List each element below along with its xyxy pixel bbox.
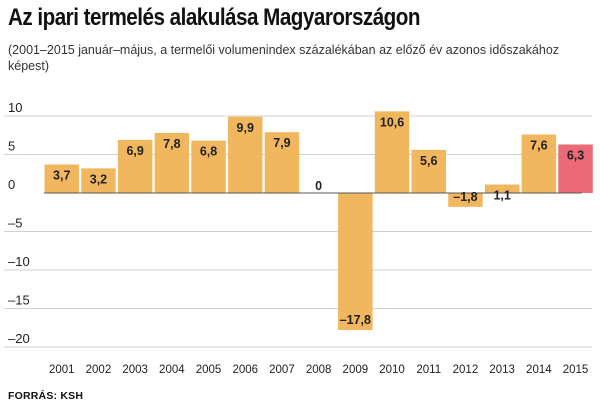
x-tick-label-2014: 2014 xyxy=(526,364,552,376)
x-tick-label-2007: 2007 xyxy=(269,364,295,376)
y-tick-label: 10 xyxy=(8,100,22,115)
x-tick-label-2006: 2006 xyxy=(232,364,258,376)
y-tick-label: –15 xyxy=(8,293,30,308)
bar-2007 xyxy=(264,132,300,193)
data-labels: 3,7 3,2 6,9 7,8 6,8 9,9 7,9 0 –17,8 10,6 5,6 –1,8 1,… xyxy=(53,115,584,327)
bar-2012 xyxy=(448,193,483,207)
data-label-2009: –17,8 xyxy=(340,313,371,327)
data-label-2012: –1,8 xyxy=(453,190,477,204)
x-tick-label-2011: 2011 xyxy=(416,364,441,376)
x-tick-label-2004: 2004 xyxy=(159,364,185,376)
bars xyxy=(44,111,593,331)
data-label-2008: 0 xyxy=(315,179,322,193)
bar-2005 xyxy=(191,140,226,193)
y-tick-label: 5 xyxy=(8,139,15,154)
bar-2002 xyxy=(81,168,116,193)
bar-2004 xyxy=(154,132,190,193)
data-label-2013: 1,1 xyxy=(493,189,510,203)
x-axis-ticks: 2001 2002 2003 2004 2005 2006 2007 2008 2009 2010… xyxy=(49,364,588,376)
data-label-2001: 3,7 xyxy=(53,169,70,183)
x-tick-label-2005: 2005 xyxy=(196,364,222,376)
x-tick-label-2003: 2003 xyxy=(122,364,148,376)
x-tick-label-2012: 2012 xyxy=(453,364,479,376)
data-label-2006: 9,9 xyxy=(237,121,254,135)
data-label-2015: 6,3 xyxy=(567,148,584,162)
bar-2011 xyxy=(411,149,446,193)
data-label-2014: 7,6 xyxy=(530,138,547,152)
x-tick-label-2008: 2008 xyxy=(306,364,332,376)
bar-2013 xyxy=(484,184,520,193)
x-tick-label-2013: 2013 xyxy=(489,364,515,376)
chart-subtitle: (2001–2015 január–május, a termelői volu… xyxy=(8,43,560,73)
x-tick-label-2001: 2001 xyxy=(49,364,75,376)
y-tick-label: –10 xyxy=(8,254,30,269)
data-label-2011: 5,6 xyxy=(420,154,437,168)
data-label-2002: 3,2 xyxy=(90,172,107,186)
x-tick-label-2015: 2015 xyxy=(563,364,589,376)
y-tick-label: –20 xyxy=(8,331,30,346)
bar-2010 xyxy=(374,111,410,193)
x-tick-label-2009: 2009 xyxy=(343,364,369,376)
x-tick-label-2010: 2010 xyxy=(379,364,405,376)
bar-2001 xyxy=(44,164,79,193)
data-label-2003: 6,9 xyxy=(126,144,143,158)
chart-title: Az ipari termelés alakulása Magyarország… xyxy=(8,4,420,31)
x-tick-label-2002: 2002 xyxy=(86,364,112,376)
bar-2009 xyxy=(338,193,373,331)
source-note: FORRÁS: KSH xyxy=(8,390,84,402)
bar-2006 xyxy=(228,116,263,193)
y-tick-label: 0 xyxy=(8,177,15,192)
y-axis-ticks: 10 5 0 –5 –10 –15 –20 xyxy=(8,100,30,346)
gridlines xyxy=(4,115,592,348)
bar-2014 xyxy=(521,134,557,193)
data-label-2010: 10,6 xyxy=(380,115,404,129)
bar-2015 xyxy=(558,144,593,193)
data-label-2007: 7,9 xyxy=(273,136,290,150)
data-label-2005: 6,8 xyxy=(200,145,217,159)
y-tick-label: –5 xyxy=(8,216,22,231)
data-label-2004: 7,8 xyxy=(163,137,180,151)
bar-2003 xyxy=(117,139,153,193)
